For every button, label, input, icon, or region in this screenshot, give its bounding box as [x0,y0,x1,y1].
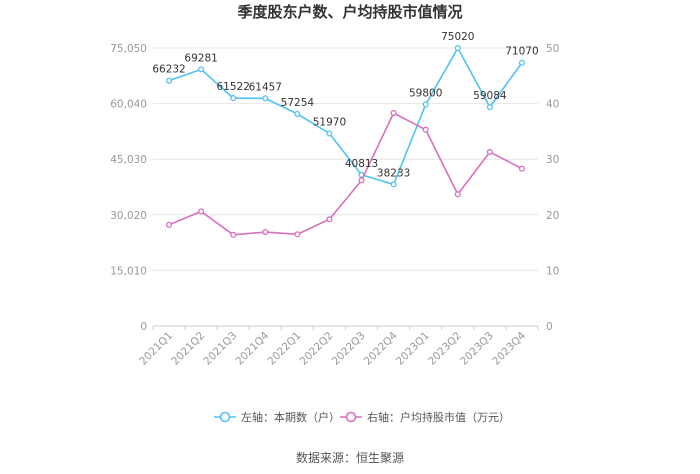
data-point [262,95,269,102]
data-point [422,126,429,133]
left-axis-tick-label: 60,040 [110,99,147,111]
data-point [518,165,526,172]
right-axis-tick-label: 10 [546,265,559,277]
legend-label: 右轴：户均持股市值（万元） [367,410,510,424]
data-point [422,101,429,108]
data-point [390,110,397,117]
legend-item[interactable]: 左轴：本期数（户） [214,410,340,424]
left-axis-tick-label: 0 [140,321,147,333]
data-point [358,177,365,184]
legend[interactable]: 左轴：本期数（户） 右轴：户均持股市值（万元） [214,410,510,424]
data-point [486,148,493,156]
left-axis-tick-label: 45,030 [110,154,147,166]
data-label: 61457 [249,81,282,93]
series-line [168,46,523,186]
data-point [294,110,301,117]
data-point [390,181,397,188]
data-point [454,191,461,198]
x-axis-tick-label: 2021Q1 [137,330,175,368]
x-axis-tick-label: 2021Q2 [169,330,207,368]
data-point [326,216,333,223]
series-line [168,111,523,236]
right-axis-tick-label: 50 [546,43,559,55]
data-label: 61522 [217,81,250,93]
x-axis-tick-label: 2022Q1 [266,330,304,368]
data-point [326,130,333,137]
data-label: 40813 [345,158,378,170]
data-point [262,228,269,236]
data-label: 57254 [281,97,315,109]
data-label: 69281 [184,52,217,64]
data-label: 75020 [441,31,474,43]
x-axis-tick-label: 2023Q2 [426,330,464,368]
x-axis-tick-label: 2022Q3 [330,330,368,368]
data-point [165,77,173,84]
x-axis-tick-label: 2022Q4 [362,329,400,367]
data-point [486,104,493,111]
legend-marker-icon [219,411,231,423]
data-point [454,45,461,52]
data-point [230,231,237,238]
x-axis-tick-label: 2023Q4 [490,329,528,367]
x-axis-tick-label: 2023Q3 [458,330,496,368]
data-point [165,221,173,228]
left-axis-tick-label: 30,020 [110,210,147,222]
data-point [294,231,301,238]
right-axis-tick-label: 20 [546,210,559,222]
data-point [198,208,205,215]
x-axis-tick-label: 2021Q4 [233,329,271,367]
x-axis-tick-label: 2021Q3 [201,330,239,368]
data-label: 38233 [377,167,410,179]
data-label: 51970 [313,116,346,128]
data-label: 59084 [473,90,507,102]
right-axis-tick-label: 40 [546,99,559,111]
data-point [198,66,205,73]
left-axis-tick-label: 15,010 [110,265,147,277]
data-source: 数据来源：恒生聚源 [296,450,404,465]
series [165,45,526,238]
x-axis-tick-label: 2023Q1 [394,330,432,368]
data-point [230,95,237,102]
data-point [518,59,526,66]
right-axis-tick-label: 30 [546,154,559,166]
data-label: 71070 [505,46,538,58]
data-label: 66232 [152,64,185,76]
legend-label: 左轴：本期数（户） [241,410,340,424]
data-label: 59800 [409,87,442,99]
legend-item[interactable]: 右轴：户均持股市值（万元） [340,410,510,424]
chart-title: 季度股东户数、户均持股市值情况 [237,3,462,21]
x-axis-tick-label: 2022Q2 [298,330,336,368]
legend-marker-icon [345,411,357,423]
left-axis-tick-label: 75,050 [110,43,147,55]
right-axis-tick-label: 0 [546,321,553,333]
